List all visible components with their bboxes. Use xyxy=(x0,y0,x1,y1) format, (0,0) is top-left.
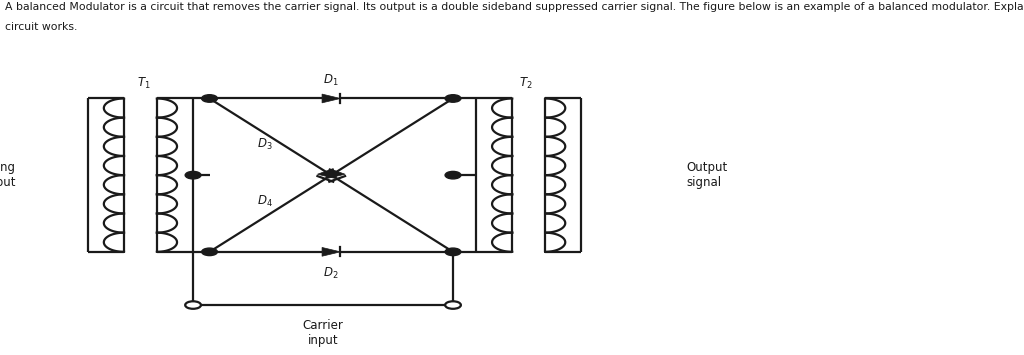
Text: Carrier
input: Carrier input xyxy=(303,319,343,347)
Circle shape xyxy=(185,171,201,179)
Circle shape xyxy=(445,95,461,102)
Text: T$_2$: T$_2$ xyxy=(518,76,532,91)
Text: A balanced Modulator is a circuit that removes the carrier signal. Its output is: A balanced Modulator is a circuit that r… xyxy=(5,2,1024,12)
Circle shape xyxy=(445,171,461,179)
Text: D$_2$: D$_2$ xyxy=(324,266,339,281)
Text: D$_4$: D$_4$ xyxy=(257,194,272,209)
Polygon shape xyxy=(322,94,340,103)
Text: Modulating
signal input: Modulating signal input xyxy=(0,161,15,189)
Circle shape xyxy=(202,95,217,102)
Circle shape xyxy=(202,248,217,256)
Polygon shape xyxy=(322,247,340,256)
Circle shape xyxy=(445,248,461,256)
Text: Output
signal: Output signal xyxy=(686,161,728,189)
Text: circuit works.: circuit works. xyxy=(5,22,78,32)
Text: D$_3$: D$_3$ xyxy=(257,137,272,152)
Text: D$_1$: D$_1$ xyxy=(324,72,339,88)
Polygon shape xyxy=(317,169,337,179)
Polygon shape xyxy=(326,169,345,179)
Text: T$_1$: T$_1$ xyxy=(137,76,151,91)
